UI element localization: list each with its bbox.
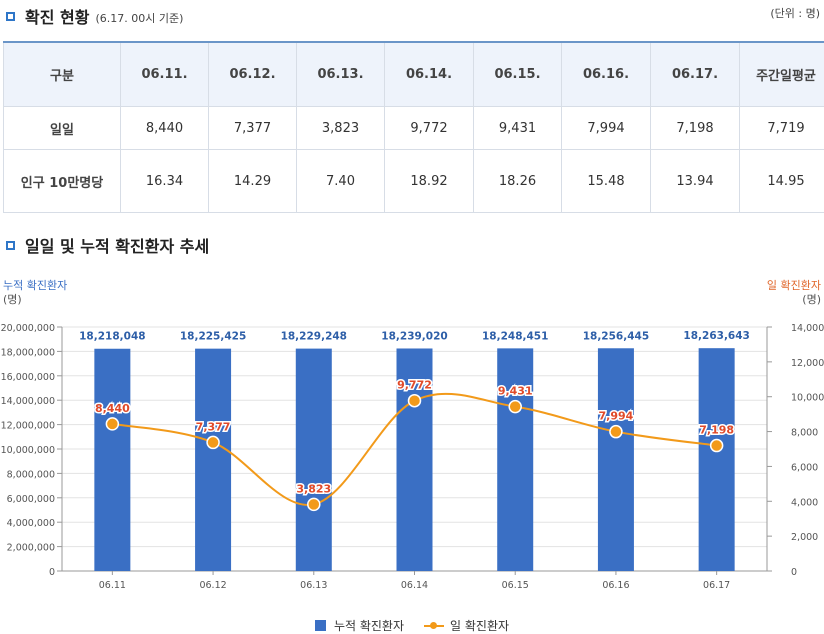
legend-swatch-line xyxy=(424,620,444,631)
line-point xyxy=(207,436,219,448)
line-point xyxy=(509,401,521,413)
left-tick-label: 8,000,000 xyxy=(7,469,55,480)
bar xyxy=(195,349,231,571)
line-point xyxy=(106,418,118,430)
left-tick-label: 12,000,000 xyxy=(1,421,55,432)
line-point xyxy=(409,395,421,407)
x-tick-label: 06.17 xyxy=(703,580,730,591)
x-tick-label: 06.15 xyxy=(502,580,529,591)
legend-label: 누적 확진환자 xyxy=(334,617,404,634)
line-value-label: 8,440 xyxy=(95,402,130,415)
line-point xyxy=(711,440,723,452)
legend-swatch-bar xyxy=(315,620,326,631)
bar xyxy=(296,349,332,571)
legend-item-cumulative: 누적 확진환자 xyxy=(315,617,404,634)
left-tick-label: 6,000,000 xyxy=(7,494,55,505)
bar-value-label: 18,239,020 xyxy=(381,330,447,342)
right-tick-label: 0 xyxy=(791,567,797,578)
line-value-label: 9,431 xyxy=(498,385,533,398)
line-value-label: 7,377 xyxy=(196,420,231,433)
x-tick-label: 06.12 xyxy=(199,580,226,591)
line-value-label: 3,823 xyxy=(296,482,331,495)
chart-legend: 누적 확진환자 일 확진환자 xyxy=(0,617,824,634)
bar-value-label: 18,248,451 xyxy=(482,330,548,342)
line-value-label: 7,198 xyxy=(699,424,734,437)
left-tick-label: 10,000,000 xyxy=(1,445,55,456)
bar-value-label: 18,256,445 xyxy=(583,330,649,342)
line-point xyxy=(610,426,622,438)
x-tick-label: 06.13 xyxy=(300,580,327,591)
right-tick-label: 4,000 xyxy=(791,497,818,508)
bar xyxy=(699,348,735,571)
left-tick-label: 18,000,000 xyxy=(1,347,55,358)
right-tick-label: 10,000 xyxy=(791,393,824,404)
bar xyxy=(598,348,634,571)
left-tick-label: 0 xyxy=(49,567,55,578)
x-tick-label: 06.14 xyxy=(401,580,428,591)
left-tick-label: 4,000,000 xyxy=(7,518,55,529)
bar xyxy=(497,348,533,571)
right-tick-label: 12,000 xyxy=(791,358,824,369)
line-point xyxy=(308,498,320,510)
bar-value-label: 18,263,643 xyxy=(683,330,749,342)
line-value-label: 7,994 xyxy=(599,410,634,423)
bar-value-label: 18,229,248 xyxy=(281,331,347,343)
left-tick-label: 14,000,000 xyxy=(1,396,55,407)
bar-value-label: 18,218,048 xyxy=(79,331,145,343)
left-tick-label: 20,000,000 xyxy=(1,323,55,334)
bar-value-label: 18,225,425 xyxy=(180,331,246,343)
legend-label: 일 확진환자 xyxy=(450,617,509,634)
bar xyxy=(94,349,130,571)
right-tick-label: 14,000 xyxy=(791,323,824,334)
line-value-label: 9,772 xyxy=(397,379,432,392)
legend-item-daily: 일 확진환자 xyxy=(424,617,509,634)
right-tick-label: 2,000 xyxy=(791,532,818,543)
x-tick-label: 06.16 xyxy=(602,580,629,591)
left-tick-label: 2,000,000 xyxy=(7,543,55,554)
right-tick-label: 8,000 xyxy=(791,428,818,439)
x-tick-label: 06.11 xyxy=(99,580,126,591)
left-tick-label: 16,000,000 xyxy=(1,372,55,383)
right-tick-label: 6,000 xyxy=(791,462,818,473)
